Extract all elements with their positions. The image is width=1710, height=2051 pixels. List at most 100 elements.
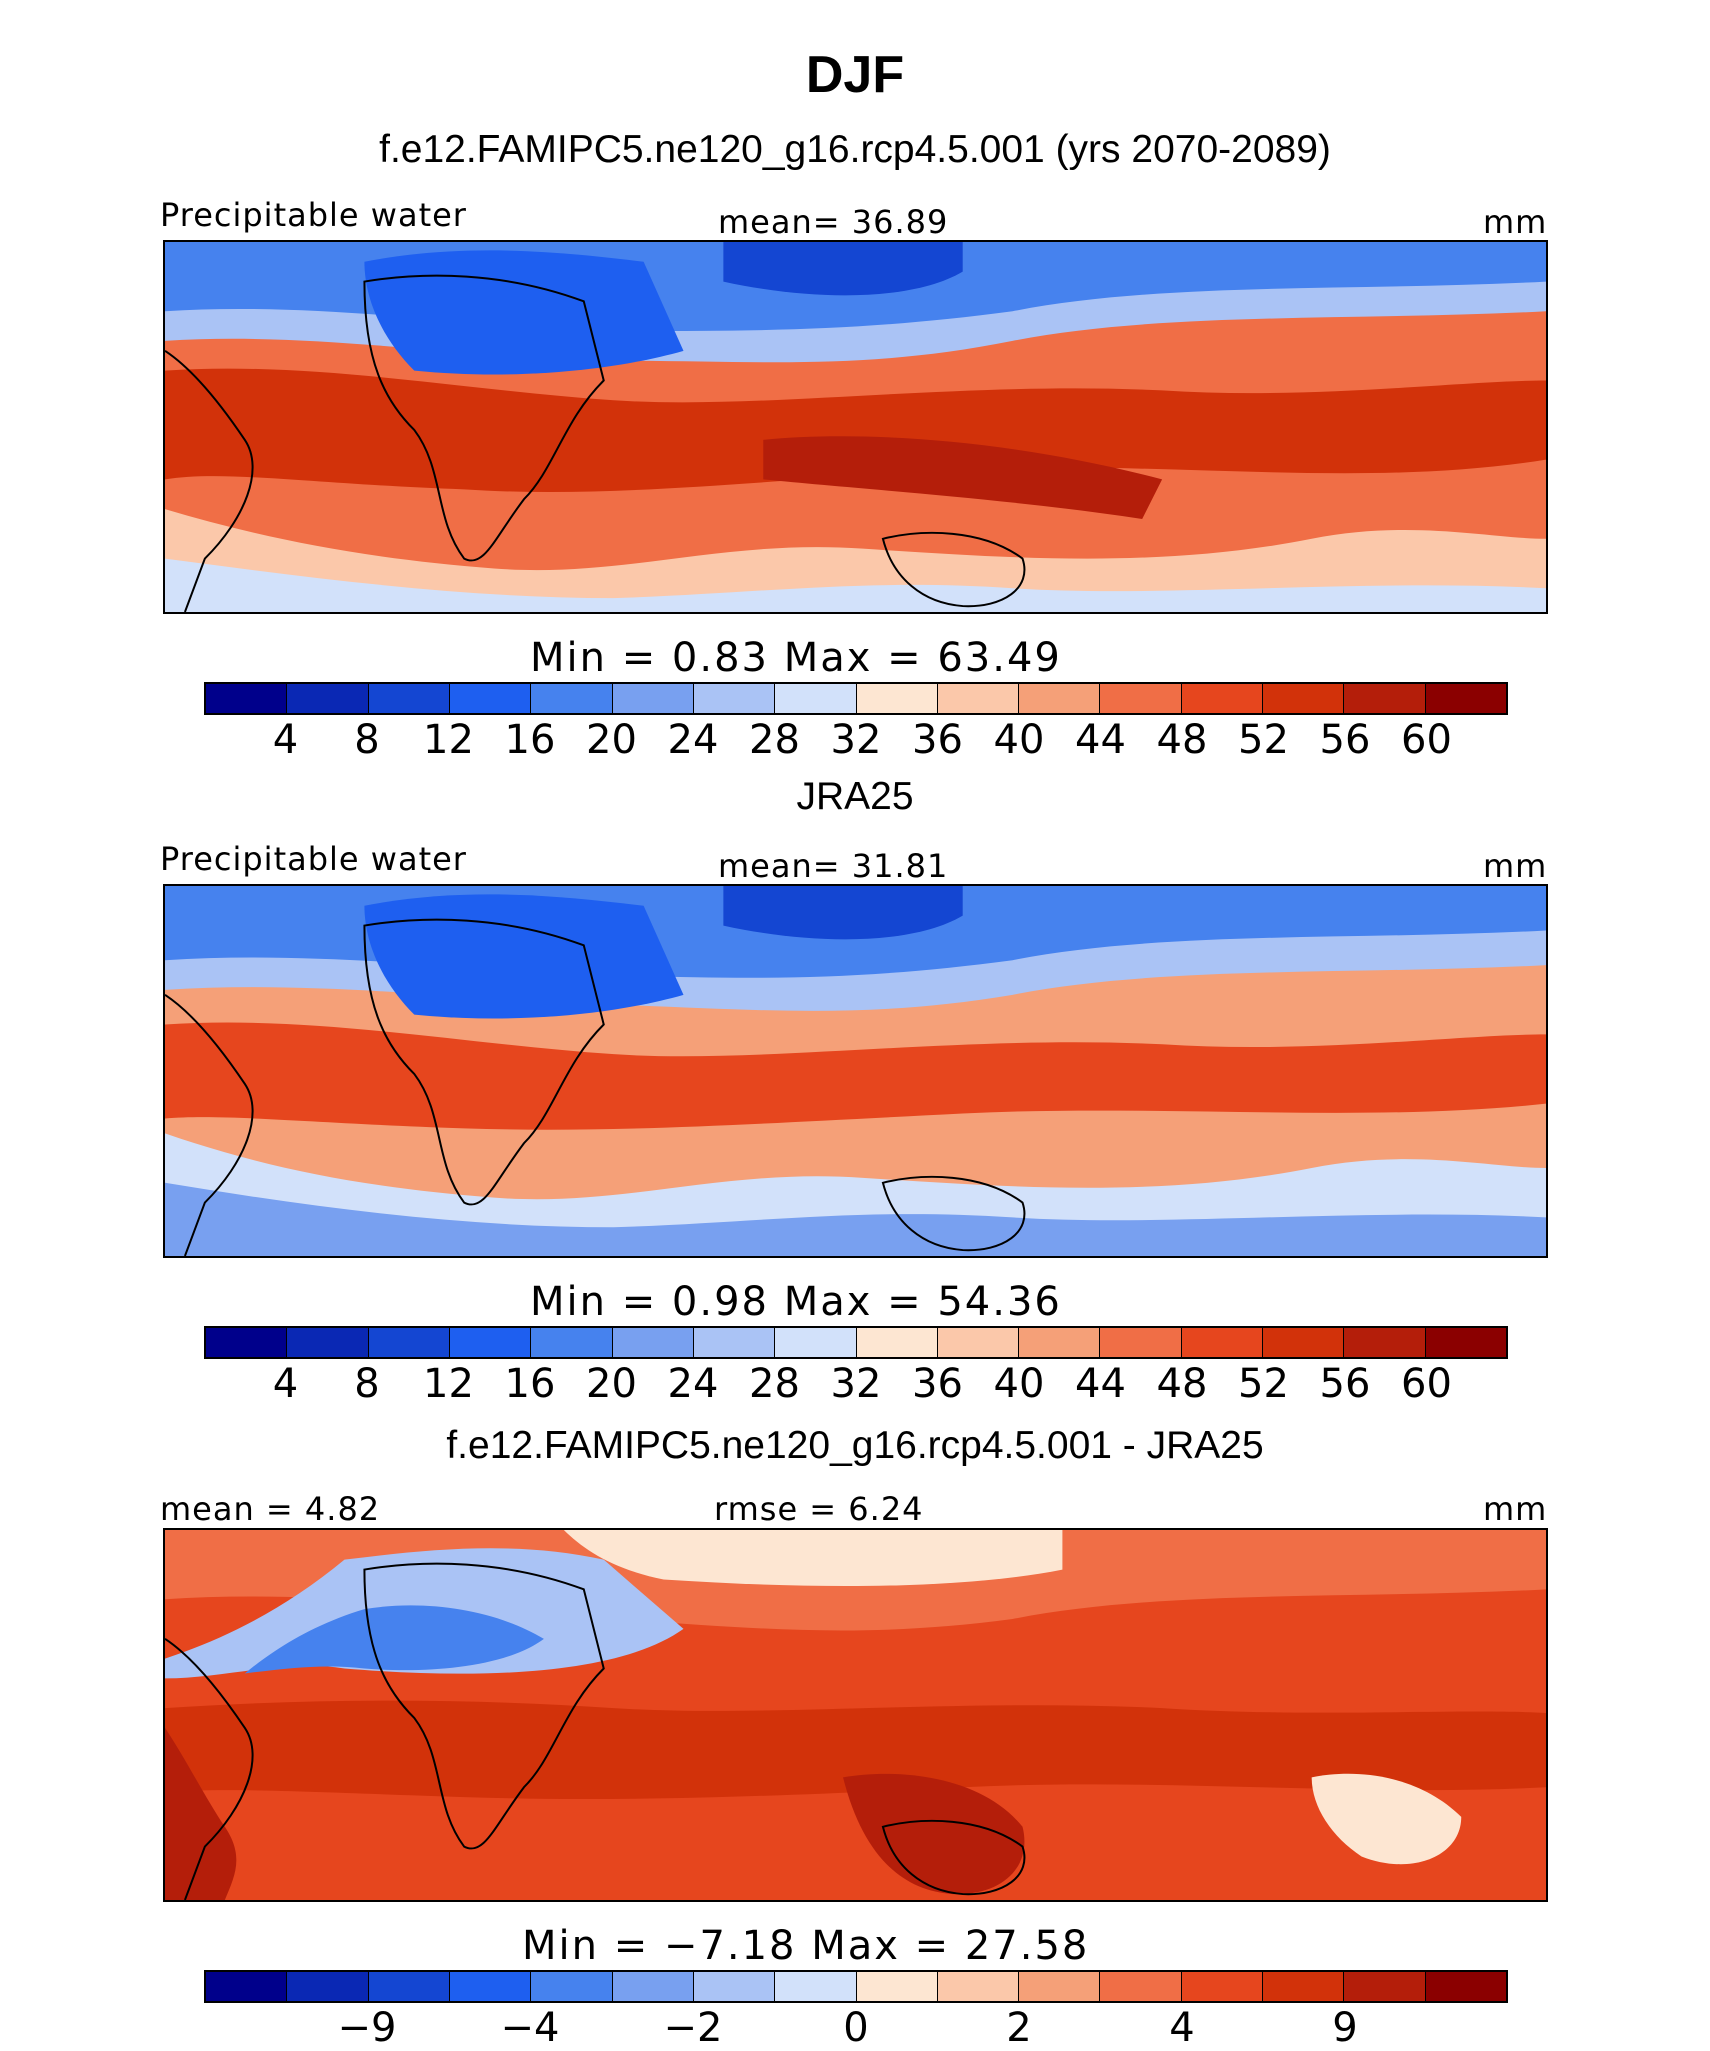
colorbar-swatch [1425,1972,1506,2001]
colorbar-swatch [937,1972,1020,2001]
panel3-colorbar [204,1970,1508,2003]
colorbar-tick: 28 [749,1361,800,1407]
colorbar-tick: 12 [423,1361,474,1407]
colorbar-swatch [368,684,450,713]
colorbar-swatch [206,1972,288,2001]
colorbar-swatch [775,1328,857,1357]
colorbar-tick: 52 [1238,1361,1289,1407]
colorbar-swatch [856,1328,938,1357]
colorbar-tick: 8 [354,717,380,763]
colorbar-swatch [1100,1328,1182,1357]
panel1-minmax: Min = 0.83 Max = 63.49 [530,635,1062,681]
colorbar-swatch [1019,1972,1101,2001]
colorbar-tick: 52 [1238,717,1289,763]
panel2-minmax: Min = 0.98 Max = 54.36 [530,1279,1062,1325]
colorbar-tick: 60 [1401,1361,1452,1407]
colorbar-swatch [531,1972,613,2001]
colorbar-tick: 20 [586,1361,637,1407]
colorbar-tick: 32 [830,717,882,763]
colorbar-tick: 36 [912,717,963,763]
panel3-map [163,1528,1548,1902]
panel3-mean-label: mean = 4.82 [160,1490,381,1528]
colorbar-swatch [775,684,857,713]
colorbar-swatch [775,1972,857,2001]
colorbar-swatch [937,1328,1020,1357]
colorbar-swatch [1263,684,1345,713]
colorbar-swatch [368,1328,450,1357]
colorbar-swatch [1263,1972,1345,2001]
colorbar-tick: 56 [1319,1361,1371,1407]
colorbar-tick: 4 [272,1361,299,1407]
colorbar-tick: 16 [504,717,556,763]
colorbar-swatch [1344,1328,1426,1357]
colorbar-swatch [206,684,288,713]
colorbar-tick: 48 [1156,717,1208,763]
colorbar-tick: 2 [1006,2005,1032,2051]
panel2-units-label: mm [1483,847,1548,885]
panel1-colorbar [204,682,1508,715]
colorbar-swatch [1181,1328,1264,1357]
colorbar-swatch [856,684,938,713]
colorbar-swatch [1181,1972,1264,2001]
panel1-variable-label: Precipitable water [160,196,467,234]
colorbar-swatch [693,1328,776,1357]
page-title: DJF [805,46,905,104]
colorbar-tick: 40 [993,717,1045,763]
colorbar-swatch [287,1328,369,1357]
colorbar-swatch [1344,1972,1426,2001]
panel3-minmax: Min = −7.18 Max = 27.58 [522,1923,1090,1969]
panel3-case-title: f.e12.FAMIPC5.ne120_g16.rcp4.5.001 - JRA… [446,1424,1264,1467]
colorbar-swatch [693,684,776,713]
colorbar-swatch [612,1972,694,2001]
panel3-units-label: mm [1483,1490,1548,1528]
colorbar-swatch [449,684,532,713]
colorbar-tick: 16 [504,1361,556,1407]
panel1-units-label: mm [1483,203,1548,241]
colorbar-swatch [937,684,1020,713]
colorbar-swatch [1100,684,1182,713]
colorbar-tick: 4 [272,717,299,763]
colorbar-tick: −4 [500,2005,560,2051]
colorbar-swatch [1425,684,1506,713]
colorbar-tick: 28 [749,717,800,763]
panel3-rmse-label: rmse = 6.24 [714,1490,924,1528]
colorbar-swatch [449,1328,532,1357]
panel2-colorbar [204,1326,1508,1359]
colorbar-swatch [1181,684,1264,713]
panel2-variable-label: Precipitable water [160,840,467,878]
colorbar-swatch [531,684,613,713]
colorbar-tick: 56 [1319,717,1371,763]
panel2-map [163,884,1548,1258]
colorbar-tick: 44 [1075,1361,1126,1407]
colorbar-tick: 36 [912,1361,963,1407]
colorbar-swatch [1344,684,1426,713]
colorbar-swatch [612,684,694,713]
colorbar-swatch [368,1972,450,2001]
colorbar-tick: −9 [337,2005,397,2051]
colorbar-swatch [449,1972,532,2001]
colorbar-tick: 9 [1332,2005,1358,2051]
colorbar-swatch [1263,1328,1345,1357]
panel2-case-title: JRA25 [796,775,914,818]
panel2-mean-label: mean= 31.81 [718,847,949,885]
colorbar-tick: 0 [843,2005,869,2051]
colorbar-tick: −2 [663,2005,723,2051]
colorbar-tick: 8 [354,1361,380,1407]
colorbar-tick: 32 [830,1361,882,1407]
colorbar-swatch [1019,1328,1101,1357]
panel1-case-title: f.e12.FAMIPC5.ne120_g16.rcp4.5.001 (yrs … [379,128,1331,171]
panel1-map [163,240,1548,614]
colorbar-swatch [612,1328,694,1357]
colorbar-tick: 24 [667,717,719,763]
colorbar-tick: 48 [1156,1361,1208,1407]
colorbar-tick: 40 [993,1361,1045,1407]
colorbar-tick: 20 [586,717,637,763]
colorbar-tick: 4 [1169,2005,1195,2051]
colorbar-swatch [1019,684,1101,713]
colorbar-swatch [206,1328,288,1357]
colorbar-tick: 60 [1401,717,1452,763]
colorbar-swatch [693,1972,776,2001]
colorbar-swatch [856,1972,938,2001]
panel1-mean-label: mean= 36.89 [718,203,949,241]
colorbar-tick: 24 [667,1361,719,1407]
